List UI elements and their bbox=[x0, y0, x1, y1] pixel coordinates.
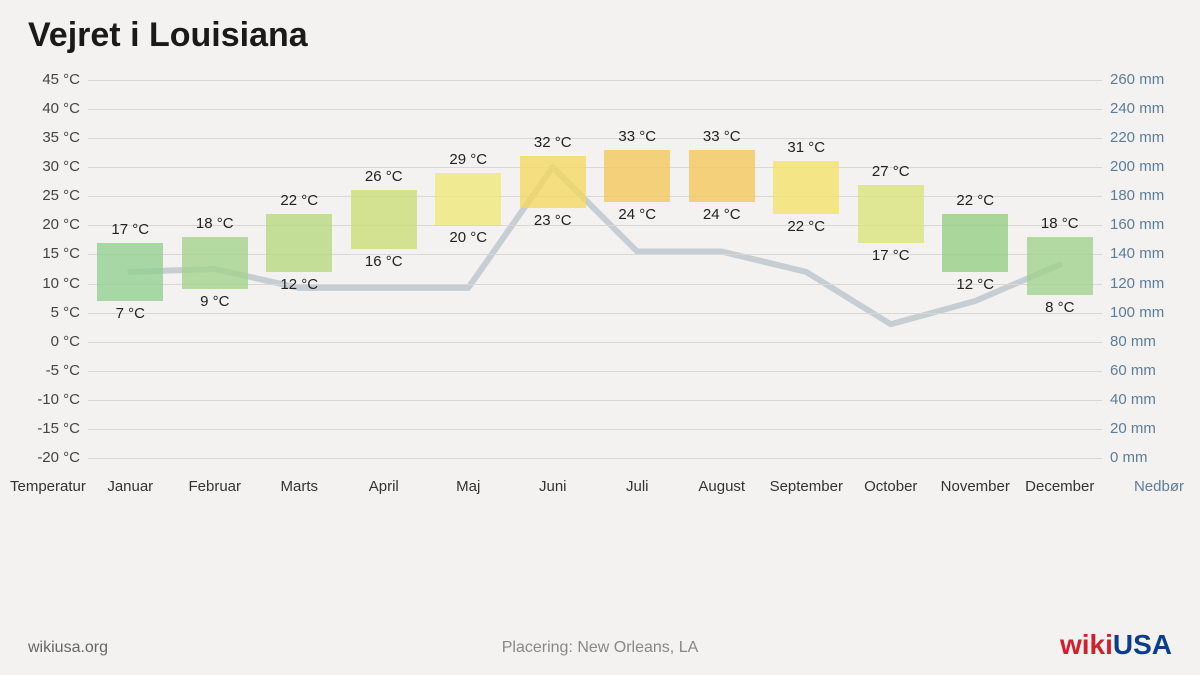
precip-axis-tick: 200 mm bbox=[1110, 158, 1164, 175]
month-label: December bbox=[1018, 478, 1102, 495]
temp-axis-tick: 10 °C bbox=[0, 275, 80, 292]
temp-range-bar bbox=[858, 185, 924, 243]
temp-low-label: 7 °C bbox=[90, 305, 170, 322]
precip-axis-tick: 20 mm bbox=[1110, 420, 1156, 437]
month-label: September bbox=[764, 478, 848, 495]
precip-axis-tick: 160 mm bbox=[1110, 216, 1164, 233]
month-label: October bbox=[849, 478, 933, 495]
temp-axis-tick: -15 °C bbox=[0, 420, 80, 437]
temp-low-label: 16 °C bbox=[344, 253, 424, 270]
gridline bbox=[88, 342, 1102, 343]
gridline bbox=[88, 109, 1102, 110]
month-label: Marts bbox=[257, 478, 341, 495]
temp-low-label: 17 °C bbox=[851, 247, 931, 264]
precip-axis-tick: 240 mm bbox=[1110, 100, 1164, 117]
footer: wikiusa.org Placering: New Orleans, LA w… bbox=[0, 627, 1200, 657]
temp-range-bar bbox=[97, 243, 163, 301]
temp-range-bar bbox=[1027, 237, 1093, 295]
precip-axis-tick: 0 mm bbox=[1110, 449, 1148, 466]
logo-wiki: wiki bbox=[1060, 629, 1113, 660]
temp-high-label: 33 °C bbox=[597, 128, 677, 145]
temp-high-label: 26 °C bbox=[344, 168, 424, 185]
temp-low-label: 20 °C bbox=[428, 229, 508, 246]
temp-range-bar bbox=[689, 150, 755, 202]
temp-axis-tick: -10 °C bbox=[0, 391, 80, 408]
temp-axis-tick: -5 °C bbox=[0, 362, 80, 379]
temp-axis-tick: 20 °C bbox=[0, 216, 80, 233]
temp-high-label: 29 °C bbox=[428, 151, 508, 168]
footer-placement: Placering: New Orleans, LA bbox=[502, 639, 699, 657]
temp-low-label: 12 °C bbox=[935, 276, 1015, 293]
footer-site-url: wikiusa.org bbox=[28, 639, 108, 657]
temp-range-bar bbox=[435, 173, 501, 225]
gridline bbox=[88, 313, 1102, 314]
precip-axis-title: Nedbør bbox=[1134, 478, 1184, 495]
temp-low-label: 9 °C bbox=[175, 293, 255, 310]
temp-range-bar bbox=[604, 150, 670, 202]
temp-range-bar bbox=[182, 237, 248, 289]
temp-high-label: 22 °C bbox=[935, 192, 1015, 209]
temp-axis-tick: -20 °C bbox=[0, 449, 80, 466]
temp-high-label: 33 °C bbox=[682, 128, 762, 145]
temp-low-label: 12 °C bbox=[259, 276, 339, 293]
temp-range-bar bbox=[351, 190, 417, 248]
temp-axis-tick: 45 °C bbox=[0, 71, 80, 88]
temp-axis-tick: 25 °C bbox=[0, 187, 80, 204]
gridline bbox=[88, 138, 1102, 139]
precip-axis-tick: 220 mm bbox=[1110, 129, 1164, 146]
month-label: April bbox=[342, 478, 426, 495]
chart-title: Vejret i Louisiana bbox=[28, 16, 308, 55]
precip-axis-tick: 180 mm bbox=[1110, 187, 1164, 204]
precip-axis-tick: 40 mm bbox=[1110, 391, 1156, 408]
precip-axis-tick: 120 mm bbox=[1110, 275, 1164, 292]
temp-high-label: 22 °C bbox=[259, 192, 339, 209]
temp-high-label: 27 °C bbox=[851, 163, 931, 180]
wikiusa-logo: wikiUSA bbox=[1060, 629, 1172, 661]
temp-axis-tick: 15 °C bbox=[0, 245, 80, 262]
precip-axis-tick: 100 mm bbox=[1110, 304, 1164, 321]
temp-range-bar bbox=[773, 161, 839, 213]
logo-usa: USA bbox=[1113, 629, 1172, 660]
temp-range-bar bbox=[942, 214, 1008, 272]
temp-low-label: 24 °C bbox=[597, 206, 677, 223]
temp-range-bar bbox=[520, 156, 586, 208]
month-label: November bbox=[933, 478, 1017, 495]
temp-low-label: 22 °C bbox=[766, 218, 846, 235]
temp-range-bar bbox=[266, 214, 332, 272]
precip-axis-tick: 140 mm bbox=[1110, 245, 1164, 262]
gridline bbox=[88, 400, 1102, 401]
month-label: Juni bbox=[511, 478, 595, 495]
month-label: Januar bbox=[88, 478, 172, 495]
temp-low-label: 24 °C bbox=[682, 206, 762, 223]
gridline bbox=[88, 458, 1102, 459]
month-label: Maj bbox=[426, 478, 510, 495]
temp-axis-tick: 35 °C bbox=[0, 129, 80, 146]
temp-high-label: 18 °C bbox=[1020, 215, 1100, 232]
gridline bbox=[88, 429, 1102, 430]
precip-axis-tick: 60 mm bbox=[1110, 362, 1156, 379]
month-label: August bbox=[680, 478, 764, 495]
temp-axis-title: Temperatur bbox=[10, 478, 86, 495]
temp-high-label: 18 °C bbox=[175, 215, 255, 232]
temp-low-label: 8 °C bbox=[1020, 299, 1100, 316]
gridline bbox=[88, 167, 1102, 168]
temp-high-label: 31 °C bbox=[766, 139, 846, 156]
temp-axis-tick: 40 °C bbox=[0, 100, 80, 117]
month-label: Juli bbox=[595, 478, 679, 495]
temp-axis-tick: 5 °C bbox=[0, 304, 80, 321]
temp-low-label: 23 °C bbox=[513, 212, 593, 229]
precip-axis-tick: 260 mm bbox=[1110, 71, 1164, 88]
gridline bbox=[88, 80, 1102, 81]
gridline bbox=[88, 371, 1102, 372]
temp-high-label: 17 °C bbox=[90, 221, 170, 238]
month-label: Februar bbox=[173, 478, 257, 495]
temp-axis-tick: 0 °C bbox=[0, 333, 80, 350]
temp-high-label: 32 °C bbox=[513, 134, 593, 151]
temp-axis-tick: 30 °C bbox=[0, 158, 80, 175]
climate-chart: -20 °C-15 °C-10 °C-5 °C0 °C5 °C10 °C15 °… bbox=[88, 80, 1102, 458]
precip-axis-tick: 80 mm bbox=[1110, 333, 1156, 350]
